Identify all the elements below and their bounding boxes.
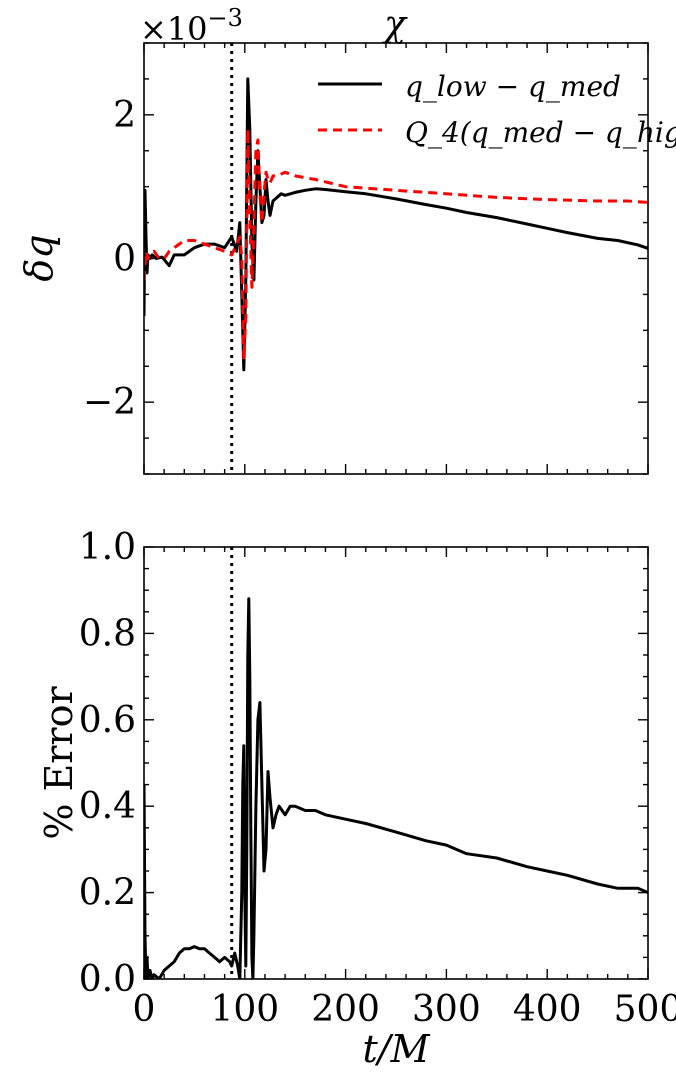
bottom-y-tick-label: 0.2 xyxy=(79,873,136,914)
bottom-axes: 0 100 200 300 400 500 0.0 0.2 0.4 0.6 0.8 1.0 xyxy=(79,527,676,1030)
x-tick-label: 200 xyxy=(311,989,380,1030)
top-y-tick-label: 2 xyxy=(113,95,136,136)
x-tick-label: 500 xyxy=(614,989,676,1030)
top-axes: −2 0 2 xyxy=(83,42,649,475)
legend-label-low-minus-med: q_low − q_med xyxy=(405,70,621,103)
delta-q-panel: χ ×10−3 −2 0 2 δq q_low − q_med Q_4(q_med … xyxy=(17,4,676,475)
bottom-y-tick-label: 0.6 xyxy=(79,700,136,741)
bottom-series-line-black-solid xyxy=(144,597,648,979)
svg-text:×10−3: ×10−3 xyxy=(140,4,243,48)
y-scale-text: ×10 xyxy=(140,10,208,48)
x-tick-label: 100 xyxy=(210,989,279,1030)
bottom-y-tick-label: 1.0 xyxy=(79,527,136,568)
legend: q_low − q_med Q_4(q_med − q_high) xyxy=(318,70,676,149)
bottom-y-tick-label: 0.0 xyxy=(79,959,136,1000)
top-y-tick-label: −2 xyxy=(83,382,136,423)
top-y-axis-label: δq xyxy=(17,234,61,281)
bottom-y-tick-label: 0.4 xyxy=(79,786,136,827)
x-tick-label: 400 xyxy=(513,989,582,1030)
bottom-plot-frame xyxy=(143,546,649,980)
top-plot-frame xyxy=(143,42,649,475)
x-tick-label: 0 xyxy=(133,989,156,1030)
y-scale-multiplier: ×10−3 xyxy=(140,4,243,48)
legend-label-q4-med-minus-high: Q_4(q_med − q_high) xyxy=(405,116,676,149)
percent-error-panel: 0 100 200 300 400 500 0.0 0.2 0.4 0.6 0.8 1.0 % Err… xyxy=(37,527,676,1071)
top-y-tick-label: 0 xyxy=(113,239,136,280)
bottom-y-tick-label: 0.8 xyxy=(79,613,136,654)
top-series-group xyxy=(144,43,648,474)
chart-title: χ xyxy=(381,4,408,45)
y-scale-exponent: −3 xyxy=(208,4,243,32)
bottom-series-group xyxy=(144,547,648,979)
x-tick-label: 300 xyxy=(412,989,481,1030)
bottom-y-axis-label: % Error xyxy=(37,686,81,840)
x-axis-label: t/M xyxy=(363,1027,431,1071)
top-series-line-red-dashed xyxy=(144,127,648,361)
